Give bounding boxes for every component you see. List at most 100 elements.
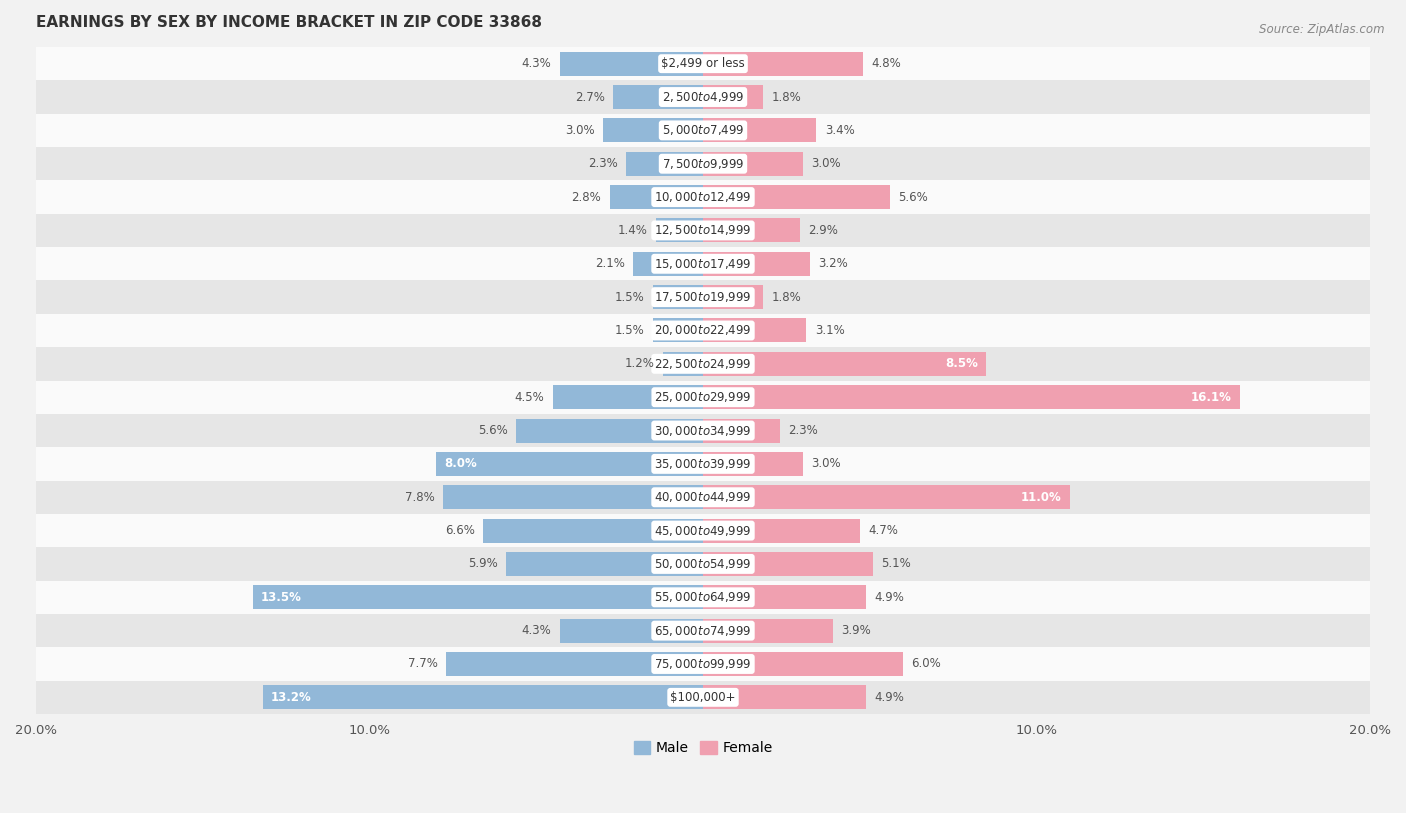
Text: 1.5%: 1.5% (614, 324, 644, 337)
Text: 4.8%: 4.8% (872, 57, 901, 70)
Bar (703, 152, 803, 176)
Text: 5.6%: 5.6% (898, 190, 928, 203)
Bar (703, 652, 903, 676)
Bar (37, 47, 1369, 80)
Text: $5,000 to $7,499: $5,000 to $7,499 (662, 124, 744, 137)
Text: EARNINGS BY SEX BY INCOME BRACKET IN ZIP CODE 33868: EARNINGS BY SEX BY INCOME BRACKET IN ZIP… (37, 15, 541, 30)
Bar (37, 114, 1369, 147)
Bar (443, 485, 703, 509)
Bar (37, 314, 1369, 347)
Bar (657, 219, 703, 242)
Text: $2,500 to $4,999: $2,500 to $4,999 (662, 90, 744, 104)
Bar (703, 485, 1070, 509)
Bar (446, 652, 703, 676)
Bar (37, 614, 1369, 647)
Bar (610, 185, 703, 209)
Bar (37, 214, 1369, 247)
Bar (703, 352, 987, 376)
Text: 2.3%: 2.3% (787, 424, 818, 437)
Text: $2,499 or less: $2,499 or less (661, 57, 745, 70)
Text: 8.0%: 8.0% (444, 458, 477, 471)
Text: $65,000 to $74,999: $65,000 to $74,999 (654, 624, 752, 637)
Bar (703, 619, 834, 642)
Text: 2.1%: 2.1% (595, 257, 624, 270)
Text: $17,500 to $19,999: $17,500 to $19,999 (654, 290, 752, 304)
Text: 1.2%: 1.2% (624, 358, 655, 371)
Bar (664, 352, 703, 376)
Bar (703, 219, 800, 242)
Text: 4.5%: 4.5% (515, 391, 544, 404)
Bar (703, 252, 810, 276)
Bar (37, 180, 1369, 214)
Text: 2.8%: 2.8% (571, 190, 602, 203)
Text: 2.3%: 2.3% (588, 157, 619, 170)
Bar (626, 152, 703, 176)
Text: $12,500 to $14,999: $12,500 to $14,999 (654, 224, 752, 237)
Bar (263, 685, 703, 709)
Bar (633, 252, 703, 276)
Text: 4.7%: 4.7% (868, 524, 898, 537)
Text: 1.8%: 1.8% (772, 290, 801, 303)
Bar (37, 480, 1369, 514)
Text: 7.7%: 7.7% (408, 658, 437, 671)
Text: 16.1%: 16.1% (1191, 391, 1232, 404)
Bar (37, 380, 1369, 414)
Bar (553, 385, 703, 409)
Text: 3.2%: 3.2% (818, 257, 848, 270)
Text: 4.9%: 4.9% (875, 691, 904, 704)
Text: 13.5%: 13.5% (262, 591, 302, 604)
Text: 5.6%: 5.6% (478, 424, 508, 437)
Bar (37, 580, 1369, 614)
Bar (603, 119, 703, 142)
Bar (703, 52, 863, 76)
Text: $100,000+: $100,000+ (671, 691, 735, 704)
Bar (560, 619, 703, 642)
Text: 13.2%: 13.2% (271, 691, 312, 704)
Text: 8.5%: 8.5% (945, 358, 979, 371)
Bar (652, 285, 703, 309)
Text: 6.6%: 6.6% (444, 524, 475, 537)
Text: $30,000 to $34,999: $30,000 to $34,999 (654, 424, 752, 437)
Bar (613, 85, 703, 109)
Text: $22,500 to $24,999: $22,500 to $24,999 (654, 357, 752, 371)
Text: 1.5%: 1.5% (614, 290, 644, 303)
Text: $15,000 to $17,499: $15,000 to $17,499 (654, 257, 752, 271)
Bar (703, 119, 817, 142)
Text: 2.9%: 2.9% (808, 224, 838, 237)
Bar (703, 419, 780, 442)
Text: $10,000 to $12,499: $10,000 to $12,499 (654, 190, 752, 204)
Text: 11.0%: 11.0% (1021, 491, 1062, 504)
Text: 2.7%: 2.7% (575, 90, 605, 103)
Bar (37, 647, 1369, 680)
Bar (37, 147, 1369, 180)
Text: $20,000 to $22,499: $20,000 to $22,499 (654, 324, 752, 337)
Text: 3.0%: 3.0% (565, 124, 595, 137)
Bar (703, 585, 866, 609)
Text: $75,000 to $99,999: $75,000 to $99,999 (654, 657, 752, 671)
Bar (516, 419, 703, 442)
Text: 3.9%: 3.9% (841, 624, 872, 637)
Text: $45,000 to $49,999: $45,000 to $49,999 (654, 524, 752, 537)
Bar (37, 414, 1369, 447)
Bar (482, 519, 703, 542)
Text: 3.4%: 3.4% (825, 124, 855, 137)
Bar (652, 319, 703, 342)
Text: $50,000 to $54,999: $50,000 to $54,999 (654, 557, 752, 571)
Text: 1.4%: 1.4% (619, 224, 648, 237)
Text: 1.8%: 1.8% (772, 90, 801, 103)
Bar (703, 319, 807, 342)
Text: Source: ZipAtlas.com: Source: ZipAtlas.com (1260, 23, 1385, 36)
Bar (37, 347, 1369, 380)
Text: $55,000 to $64,999: $55,000 to $64,999 (654, 590, 752, 604)
Bar (253, 585, 703, 609)
Bar (703, 452, 803, 476)
Bar (703, 519, 859, 542)
Text: $25,000 to $29,999: $25,000 to $29,999 (654, 390, 752, 404)
Bar (703, 685, 866, 709)
Text: 3.0%: 3.0% (811, 458, 841, 471)
Text: 4.9%: 4.9% (875, 591, 904, 604)
Legend: Male, Female: Male, Female (628, 736, 778, 761)
Text: 6.0%: 6.0% (911, 658, 941, 671)
Bar (560, 52, 703, 76)
Bar (37, 80, 1369, 114)
